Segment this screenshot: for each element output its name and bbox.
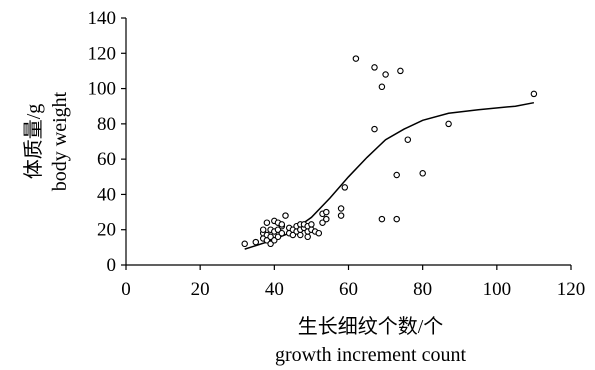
data-point <box>309 222 314 227</box>
y-tick-label: 100 <box>88 79 117 100</box>
y-axis-title-english: body weight <box>49 91 71 191</box>
data-point <box>324 216 329 221</box>
data-point <box>420 171 425 176</box>
x-axis-ticks: 0 20 40 60 80 100 120 <box>121 265 585 300</box>
x-tick-label: 0 <box>121 279 131 300</box>
data-point <box>279 222 284 227</box>
data-point <box>531 91 536 96</box>
y-tick-label: 0 <box>107 255 117 276</box>
data-point <box>372 126 377 131</box>
data-point <box>264 220 269 225</box>
data-point <box>338 213 343 218</box>
y-tick-label: 60 <box>97 149 116 170</box>
data-point <box>324 209 329 214</box>
data-point <box>305 234 310 239</box>
x-tick-label: 80 <box>413 279 432 300</box>
axes <box>126 18 571 265</box>
data-point <box>353 56 358 61</box>
x-tick-label: 100 <box>483 279 512 300</box>
x-tick-label: 20 <box>191 279 210 300</box>
y-axis-ticks: 0 20 40 60 80 100 120 140 <box>88 8 127 276</box>
x-tick-label: 120 <box>557 279 586 300</box>
data-point <box>383 72 388 77</box>
data-point <box>342 185 347 190</box>
data-point <box>379 216 384 221</box>
x-axis-title-english: growth increment count <box>275 344 466 366</box>
y-tick-label: 80 <box>97 114 116 135</box>
data-point <box>394 216 399 221</box>
data-point <box>253 239 258 244</box>
data-point <box>394 172 399 177</box>
data-point <box>298 232 303 237</box>
data-points <box>242 56 537 247</box>
y-axis-title: 体质量/g <box>22 104 45 180</box>
data-point <box>242 241 247 246</box>
data-point <box>405 137 410 142</box>
y-tick-label: 140 <box>88 8 117 29</box>
x-tick-label: 60 <box>339 279 358 300</box>
data-point <box>446 121 451 126</box>
data-point <box>279 231 284 236</box>
data-point <box>283 213 288 218</box>
data-point <box>398 68 403 73</box>
data-point <box>261 227 266 232</box>
y-tick-label: 120 <box>88 43 117 64</box>
data-point <box>338 206 343 211</box>
data-point <box>372 65 377 70</box>
y-tick-label: 20 <box>97 220 116 241</box>
data-point <box>316 231 321 236</box>
y-tick-label: 40 <box>97 184 116 205</box>
x-axis-title: 生长细纹个数/个 <box>298 315 444 338</box>
x-tick-label: 40 <box>265 279 284 300</box>
data-point <box>379 84 384 89</box>
